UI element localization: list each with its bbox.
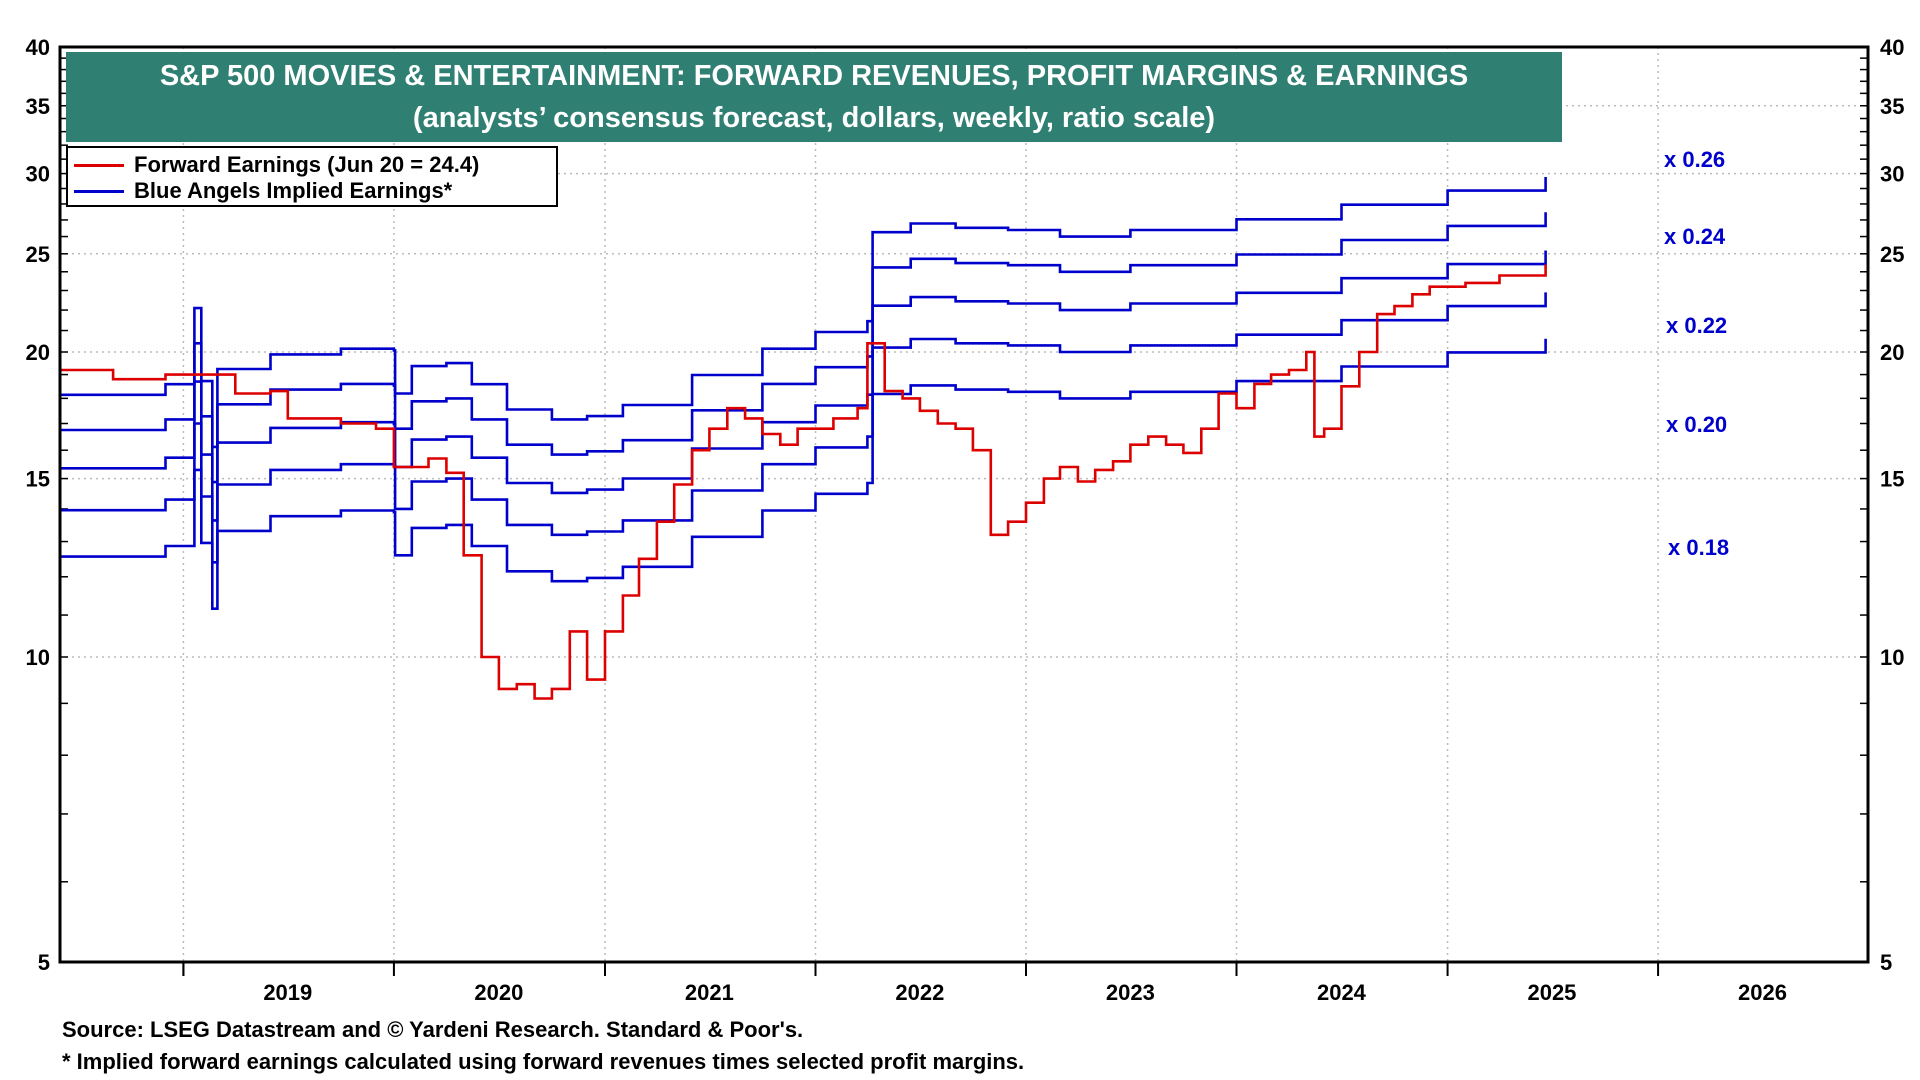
- margin-label-022: x 0.22: [1666, 313, 1728, 338]
- source-note: Source: LSEG Datastream and © Yardeni Re…: [62, 1017, 804, 1042]
- chart-subtitle: (analysts’ consensus forecast, dollars, …: [412, 102, 1216, 134]
- chart-title: S&P 500 MOVIES & ENTERTAINMENT: FORWARD …: [159, 60, 1469, 92]
- chart-title-box: S&P 500 MOVIES & ENTERTAINMENT: FORWARD …: [66, 52, 1562, 142]
- x-tick-label: 2019: [263, 980, 312, 1005]
- y-tick-label-left: 35: [26, 94, 50, 119]
- implied-earnings-line-022: [60, 250, 1547, 522]
- x-tick-label: 2024: [1317, 980, 1367, 1005]
- x-tick-label: 2022: [895, 980, 944, 1005]
- y-tick-label-right: 40: [1880, 35, 1904, 60]
- y-tick-label-left: 20: [26, 340, 50, 365]
- y-tick-label-right: 25: [1880, 242, 1904, 267]
- y-tick-label-left: 30: [26, 162, 50, 187]
- legend: Forward Earnings (Jun 20 = 24.4) Blue An…: [66, 146, 558, 207]
- margin-label-020: x 0.20: [1666, 412, 1728, 437]
- x-tick-label: 2026: [1738, 980, 1787, 1005]
- legend-item-implied-earnings: Blue Angels Implied Earnings*: [74, 178, 452, 204]
- forward-earnings-line: [60, 264, 1547, 700]
- margin-label-018: x 0.18: [1668, 535, 1730, 560]
- y-tick-label-right: 30: [1880, 162, 1904, 187]
- y-tick-label-right: 20: [1880, 340, 1904, 365]
- implied-earnings-line-026: [60, 177, 1547, 449]
- y-tick-label-left: 40: [26, 35, 50, 60]
- footnote-implied: * Implied forward earnings calculated us…: [62, 1049, 1025, 1074]
- y-tick-label-left: 25: [26, 242, 50, 267]
- x-tick-label: 2023: [1106, 980, 1155, 1005]
- legend-swatch-blue: [74, 189, 124, 193]
- plot-frame: [58, 45, 1870, 964]
- legend-swatch-red: [74, 163, 124, 167]
- legend-item-forward-earnings: Forward Earnings (Jun 20 = 24.4): [74, 152, 479, 178]
- implied-earnings-line-020: [60, 292, 1547, 564]
- y-tick-label-left: 5: [38, 950, 50, 975]
- x-tick-label: 2020: [474, 980, 523, 1005]
- implied-earnings-line-024: [60, 212, 1547, 484]
- y-tick-label-right: 15: [1880, 467, 1904, 492]
- x-tick-label: 2021: [685, 980, 734, 1005]
- series-lines: [60, 177, 1547, 700]
- margin-label-026: x 0.26: [1664, 147, 1726, 172]
- y-tick-label-right: 35: [1880, 94, 1904, 119]
- y-tick-label-right: 10: [1880, 645, 1904, 670]
- x-tick-label: 2025: [1527, 980, 1576, 1005]
- implied-earnings-line-018: [60, 338, 1547, 610]
- y-tick-label-right: 5: [1880, 950, 1892, 975]
- legend-label: Blue Angels Implied Earnings*: [134, 178, 453, 203]
- y-tick-label-left: 10: [26, 645, 50, 670]
- legend-label: Forward Earnings (Jun 20 = 24.4): [134, 152, 480, 177]
- margin-label-024: x 0.24: [1664, 224, 1726, 249]
- y-tick-label-left: 15: [26, 467, 50, 492]
